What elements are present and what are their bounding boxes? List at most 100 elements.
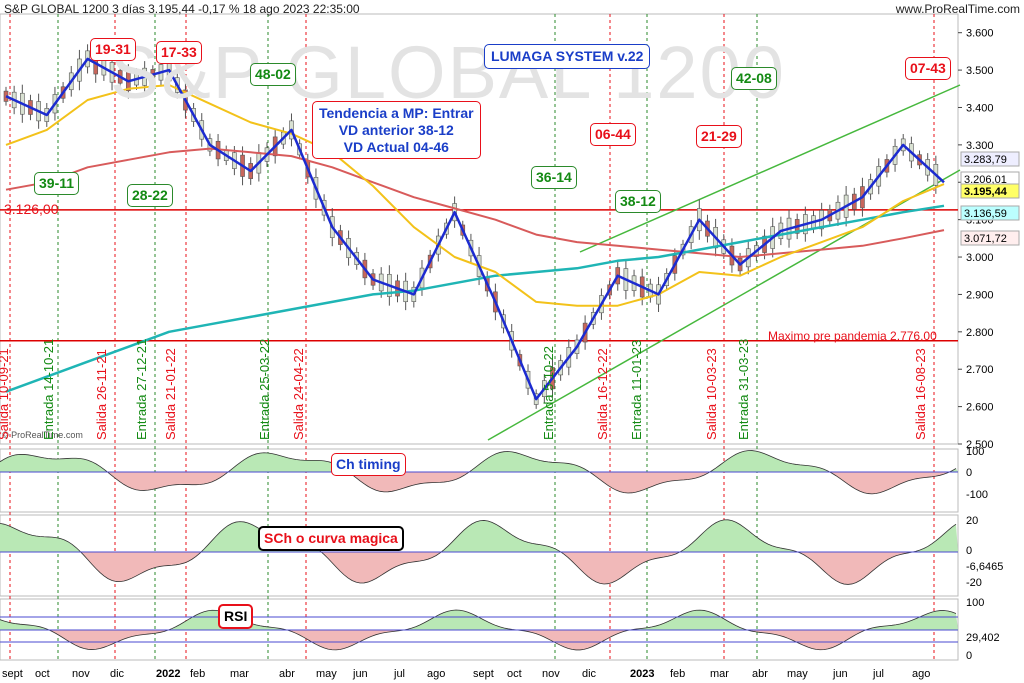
ma-cyan-line <box>5 204 945 393</box>
signal-1: Entrada 14-10-21 <box>41 338 56 440</box>
price-tick-0: 3.600 <box>966 28 994 40</box>
rsi-positive <box>0 610 958 630</box>
trend-line-1: Tendencia a MP: Entrar <box>319 105 474 121</box>
ch-timing-line <box>0 450 957 495</box>
price-tag-box-4 <box>960 230 1020 246</box>
month-label-20: may <box>787 668 808 680</box>
rsi-label: RSI <box>218 604 254 629</box>
trend-line-3: VD Actual 04-46 <box>343 138 449 155</box>
month-label-14: nov <box>542 668 560 680</box>
sch-tick-1: 0 <box>966 545 972 557</box>
month-label-9: jun <box>352 668 368 680</box>
month-label-15: dic <box>582 668 597 680</box>
month-label-21: jun <box>832 668 848 680</box>
month-label-12: sept <box>473 668 494 680</box>
rsi-tick-2: 0 <box>966 650 972 662</box>
signal-4: Salida 21-01-22 <box>163 348 178 440</box>
signal-0: Salida 10-09-21 <box>0 348 11 440</box>
sch-positive <box>0 519 958 552</box>
price-tag-box-0 <box>960 151 1020 167</box>
month-label-5: feb <box>190 668 205 680</box>
month-label-23: ago <box>912 668 930 680</box>
month-label-16: 2023 <box>630 668 654 680</box>
score-3911: 39-11 <box>34 172 80 195</box>
signal-10: Salida 10-03-23 <box>704 348 719 440</box>
score-2129: 21-29 <box>696 125 742 148</box>
price-tick-10: 2.600 <box>966 402 994 414</box>
month-label-6: mar <box>230 668 249 680</box>
month-label-19: abr <box>752 668 768 680</box>
sch-tick-2: -6,6465 <box>966 561 1003 573</box>
score-3614: 36-14 <box>531 166 577 189</box>
trend-box: Tendencia a MP: Entrar VD anterior 38-12… <box>312 101 481 160</box>
price-tag-box-3 <box>960 205 1020 221</box>
trend-line-2: VD anterior 38-12 <box>338 121 454 138</box>
score-2822: 28-22 <box>127 184 173 207</box>
score-4208: 42-08 <box>731 67 777 90</box>
system-label: LUMAGA SYSTEM v.22 <box>484 44 651 69</box>
indicator-panel-frame-1 <box>0 514 959 597</box>
month-label-13: oct <box>507 668 522 680</box>
price-tag-1: 3.206,01 <box>964 174 1007 186</box>
month-label-4: 2022 <box>156 668 180 680</box>
trend-upper-line <box>579 84 961 253</box>
score-3812: 38-12 <box>615 190 661 213</box>
month-label-10: jul <box>393 668 405 680</box>
ch-timing-label: Ch timing <box>331 453 406 476</box>
sch-negative <box>0 552 958 585</box>
month-label-2: nov <box>72 668 90 680</box>
sch-tick-3: -20 <box>966 577 982 589</box>
signal-12: Salida 16-08-23 <box>913 348 928 440</box>
price-tick-11: 2.500 <box>966 439 994 451</box>
score-0644: 06-44 <box>590 123 636 146</box>
sch-label: SCh o curva magica <box>258 526 404 551</box>
ch-tick-1: 0 <box>966 467 972 479</box>
price-tick-8: 2.800 <box>966 327 994 339</box>
premax-label: Maximo pre pandemia 2.776,00 <box>768 329 937 343</box>
month-label-3: dic <box>110 668 125 680</box>
ch-tick-0: 100 <box>966 446 984 458</box>
price-tick-1: 3.500 <box>966 65 994 77</box>
signal-3: Entrada 27-12-21 <box>134 338 149 440</box>
price-tag-box-2 <box>960 183 1020 199</box>
price-tag-2: 3.195,44 <box>964 186 1008 198</box>
month-label-7: abr <box>279 668 295 680</box>
rsi-tick-0: 100 <box>966 597 984 609</box>
ma-yellow-line <box>5 84 945 307</box>
watermark: S&P GLOBAL 1200 <box>110 31 786 114</box>
month-label-11: ago <box>427 668 445 680</box>
score-4802: 48-02 <box>250 63 296 86</box>
month-label-17: feb <box>670 668 685 680</box>
copyright: © ProRealTime.com <box>2 430 83 440</box>
price-tick-7: 2.900 <box>966 289 994 301</box>
price-tick-6: 3.000 <box>966 252 994 264</box>
price-tag-4: 3.071,72 <box>964 233 1007 245</box>
sch-tick-0: 20 <box>966 515 978 527</box>
signal-8: Salida 16-12-22 <box>595 348 610 440</box>
price-tag-0: 3.283,79 <box>964 154 1007 166</box>
signal-6: Salida 24-04-22 <box>291 348 306 440</box>
ma-red-line <box>5 147 945 258</box>
month-label-8: may <box>316 668 337 680</box>
chart-title: S&P GLOBAL 1200 3 días 3.195,44 -0,17 % … <box>4 2 360 16</box>
price-tag-3: 3.136,59 <box>964 208 1007 220</box>
price-tick-9: 2.700 <box>966 364 994 376</box>
signal-11: Entrada 31-03-23 <box>736 338 751 440</box>
level-label: 3.126,00 <box>4 201 59 217</box>
month-label-0: sept <box>2 668 23 680</box>
price-tick-2: 3.400 <box>966 102 994 114</box>
ch-tick-2: -100 <box>966 489 988 501</box>
month-label-18: mar <box>710 668 729 680</box>
site-label: www.ProRealTime.com <box>895 2 1020 16</box>
ch-timing-positive <box>0 450 958 472</box>
indicator-panel-frame-0 <box>0 448 959 513</box>
rsi-tick-1: 29,402 <box>966 632 1000 644</box>
signal-9: Entrada 11-01-23 <box>629 339 644 440</box>
ma-blue-line <box>5 57 945 401</box>
price-panel-frame <box>0 13 959 445</box>
signal-7: Entrada 5-10-22 <box>541 346 556 440</box>
rsi-negative <box>0 630 958 650</box>
price-tick-3: 3.300 <box>966 140 994 152</box>
